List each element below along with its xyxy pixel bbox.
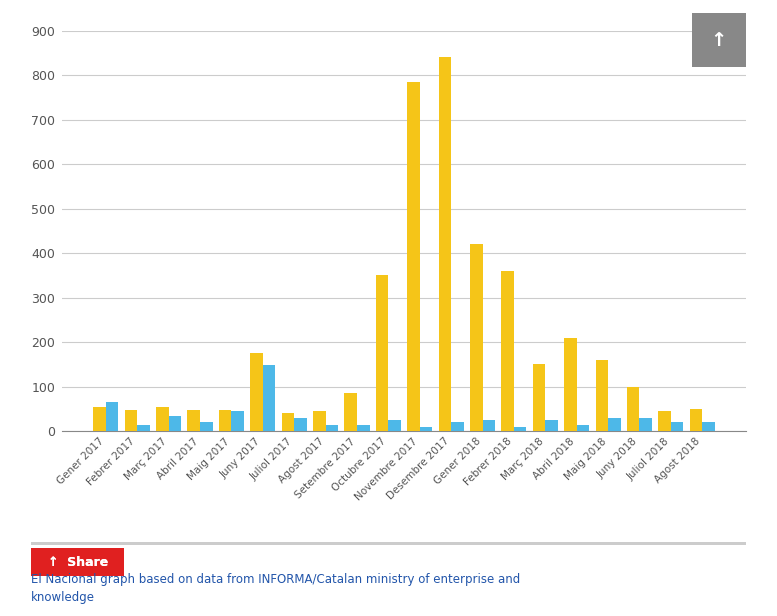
Bar: [281, 413, 294, 431]
Bar: [514, 427, 527, 431]
Bar: [388, 420, 401, 431]
Bar: [501, 271, 514, 431]
Bar: [702, 423, 715, 431]
Bar: [344, 394, 357, 431]
Bar: [627, 387, 639, 431]
Bar: [263, 365, 275, 431]
Bar: [545, 420, 558, 431]
Bar: [124, 410, 138, 431]
Bar: [608, 418, 621, 431]
Bar: [420, 427, 432, 431]
Bar: [138, 424, 150, 431]
Bar: [156, 407, 169, 431]
Bar: [595, 360, 608, 431]
Text: ↑  Share: ↑ Share: [47, 556, 108, 569]
Text: ↑: ↑: [710, 31, 727, 49]
FancyBboxPatch shape: [22, 546, 134, 579]
Bar: [93, 407, 106, 431]
Bar: [357, 424, 370, 431]
Bar: [639, 418, 652, 431]
Text: El Nacional graph based on data from INFORMA/Catalan ministry of enterprise and
: El Nacional graph based on data from INF…: [31, 573, 521, 604]
Bar: [671, 423, 684, 431]
Bar: [564, 338, 577, 431]
Bar: [169, 416, 181, 431]
Text: ↑  Share: ↑ Share: [47, 556, 108, 569]
Bar: [658, 411, 671, 431]
Bar: [106, 402, 118, 431]
Bar: [376, 275, 388, 431]
Bar: [483, 420, 495, 431]
Bar: [451, 423, 464, 431]
Bar: [219, 410, 232, 431]
Bar: [533, 365, 545, 431]
Bar: [577, 424, 589, 431]
Bar: [232, 411, 244, 431]
Bar: [294, 418, 307, 431]
Bar: [438, 57, 451, 431]
Bar: [690, 409, 702, 431]
Bar: [326, 424, 338, 431]
Bar: [407, 82, 420, 431]
Bar: [250, 354, 263, 431]
Bar: [200, 423, 213, 431]
Bar: [470, 245, 483, 431]
Bar: [313, 411, 326, 431]
Bar: [187, 410, 200, 431]
